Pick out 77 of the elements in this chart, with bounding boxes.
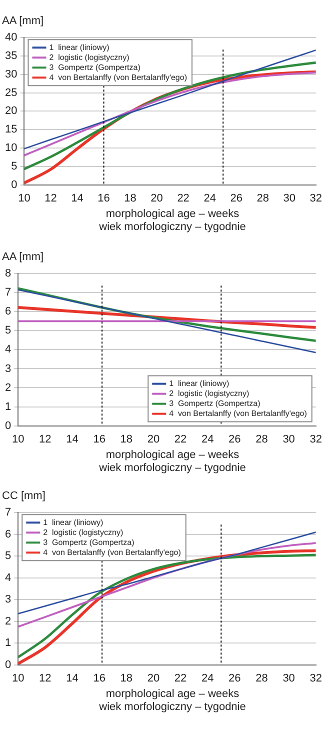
y-tick-label: 6 — [4, 306, 12, 318]
y-tick-label: 8 — [4, 268, 12, 280]
legend-label: 2 logistic (logistyczny) — [49, 52, 130, 62]
x-tick-label: 24 — [201, 433, 214, 446]
x-tick-label: 12 — [39, 672, 52, 684]
x-tick-label: 14 — [71, 192, 84, 204]
y-tick-label: 5 — [4, 324, 12, 337]
legend-label: 3 Gompertz (Gompertza) — [169, 399, 261, 408]
y-tick-label: 1 — [4, 637, 12, 650]
legend-label: 3 Gompertz (Gompertza) — [43, 538, 135, 547]
y-tick-label: 0 — [11, 178, 18, 191]
x-tick-label: 22 — [177, 192, 190, 204]
x-tick-label: 32 — [310, 192, 322, 204]
y-tick-label: 15 — [4, 124, 18, 136]
x-axis-title: morphological age – weeks wiek morfologiczny – tygodnie — [98, 208, 247, 234]
x-tick-label: 30 — [282, 433, 295, 446]
x-tick-label: 18 — [124, 192, 136, 204]
y-tick-label: 10 — [4, 142, 18, 154]
x-tick-label: 28 — [256, 192, 269, 204]
y-tick-label: 4 — [4, 344, 12, 356]
x-tick-label: 32 — [310, 672, 322, 684]
y-tick-label: 1 — [4, 400, 12, 413]
x-tick-label: 20 — [147, 433, 160, 446]
x-tick-label: 20 — [147, 672, 160, 684]
x-tick-label: 20 — [150, 192, 163, 204]
y-tick-label: 25 — [4, 86, 18, 99]
x-tick-label: 24 — [201, 672, 214, 684]
y-tick-label: 35 — [4, 50, 18, 62]
x-tick-label: 28 — [256, 672, 268, 684]
y-tick-label: 0 — [4, 420, 12, 432]
legend-label: 4 von Bertalanffy (von Bertalanffy'ego) — [169, 409, 308, 418]
x-tick-label: 16 — [98, 192, 110, 204]
x-tick-label: 14 — [66, 672, 78, 684]
x-tick-label: 28 — [256, 433, 268, 446]
y-tick-label: 6 — [4, 528, 12, 540]
y-tick-label: 4 — [4, 572, 12, 584]
legend-label: 4 von Bertalanffy (von Bertalanffy'ego) — [49, 72, 188, 82]
legend-label: 2 logistic (logistyczny) — [169, 389, 250, 398]
x-tick-label: 30 — [282, 672, 295, 684]
x-axis-title: morphological age – weeks wiek morfologiczny – tygodnie — [98, 449, 247, 475]
legend-label: 2 logistic (logistyczny) — [43, 528, 124, 537]
y-tick-label: 5 — [11, 160, 18, 172]
x-tick-label: 18 — [120, 672, 133, 684]
legend-label: 3 Gompertz (Gompertza) — [49, 62, 141, 72]
y-axis-title: AA [mm] — [1, 250, 45, 264]
y-tick-label: 2 — [4, 382, 12, 394]
y-tick-label: 3 — [4, 362, 12, 375]
x-tick-label: 22 — [174, 433, 187, 446]
y-tick-label: 2 — [4, 615, 12, 628]
x-tick-label: 32 — [310, 433, 322, 446]
x-tick-label: 24 — [204, 192, 216, 204]
legend-label: 4 von Bertalanffy (von Bertalanffy'ego) — [43, 548, 182, 557]
y-tick-label: 0 — [4, 658, 12, 671]
y-axis-title: CC [mm] — [1, 489, 46, 503]
x-tick-label: 16 — [93, 672, 106, 684]
y-axis-title: AA [mm] — [1, 14, 45, 28]
x-tick-label: 30 — [283, 192, 296, 204]
x-tick-label: 12 — [44, 192, 57, 204]
y-tick-label: 20 — [4, 105, 18, 118]
y-tick-label: 7 — [4, 506, 12, 519]
x-axis-title: morphological age – weeks wiek morfologiczny – tygodnie — [98, 688, 247, 714]
x-tick-label: 18 — [120, 433, 133, 446]
x-tick-label: 16 — [93, 433, 106, 446]
x-tick-label: 26 — [228, 433, 241, 446]
y-tick-label: 3 — [4, 594, 12, 606]
y-tick-label: 40 — [4, 32, 18, 44]
y-tick-label: 7 — [4, 286, 12, 299]
legend-label: 1 linear (liniowy) — [49, 42, 110, 52]
legend-label: 1 linear (liniowy) — [43, 518, 104, 527]
x-tick-label: 14 — [66, 433, 78, 446]
y-tick-label: 5 — [4, 550, 12, 562]
x-tick-label: 22 — [174, 672, 187, 684]
x-tick-label: 26 — [230, 192, 242, 204]
legend-label: 1 linear (liniowy) — [169, 379, 230, 388]
x-tick-label: 12 — [39, 433, 52, 446]
x-tick-label: 26 — [228, 672, 241, 684]
y-tick-label: 30 — [4, 68, 18, 80]
